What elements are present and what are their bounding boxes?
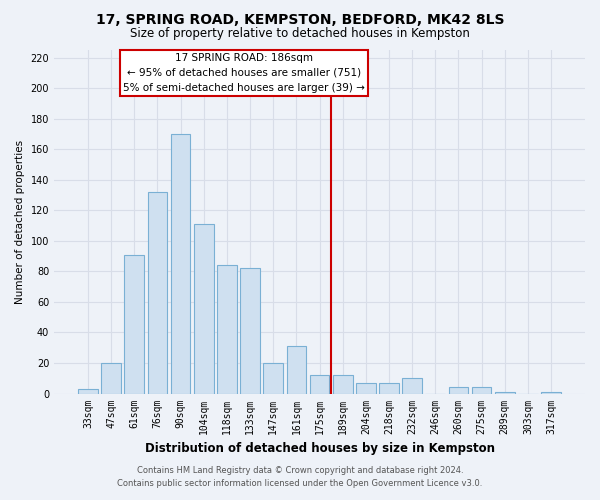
Text: 17 SPRING ROAD: 186sqm
← 95% of detached houses are smaller (751)
5% of semi-det: 17 SPRING ROAD: 186sqm ← 95% of detached… [124,53,365,92]
Bar [310,375,329,394]
Bar [148,192,167,394]
Text: Size of property relative to detached houses in Kempston: Size of property relative to detached ho… [130,28,470,40]
Bar [124,254,144,394]
Bar [240,268,260,394]
Text: Contains HM Land Registry data © Crown copyright and database right 2024.
Contai: Contains HM Land Registry data © Crown c… [118,466,482,487]
Bar [171,134,190,394]
Bar [495,392,515,394]
Bar [379,383,399,394]
Bar [101,363,121,394]
Bar [333,375,353,394]
Bar [78,389,98,394]
Bar [263,363,283,394]
Bar [402,378,422,394]
X-axis label: Distribution of detached houses by size in Kempston: Distribution of detached houses by size … [145,442,494,455]
Bar [356,383,376,394]
Text: 17, SPRING ROAD, KEMPSTON, BEDFORD, MK42 8LS: 17, SPRING ROAD, KEMPSTON, BEDFORD, MK42… [96,12,504,26]
Y-axis label: Number of detached properties: Number of detached properties [15,140,25,304]
Bar [472,388,491,394]
Bar [449,388,468,394]
Bar [194,224,214,394]
Bar [541,392,561,394]
Bar [217,266,237,394]
Bar [287,346,306,394]
